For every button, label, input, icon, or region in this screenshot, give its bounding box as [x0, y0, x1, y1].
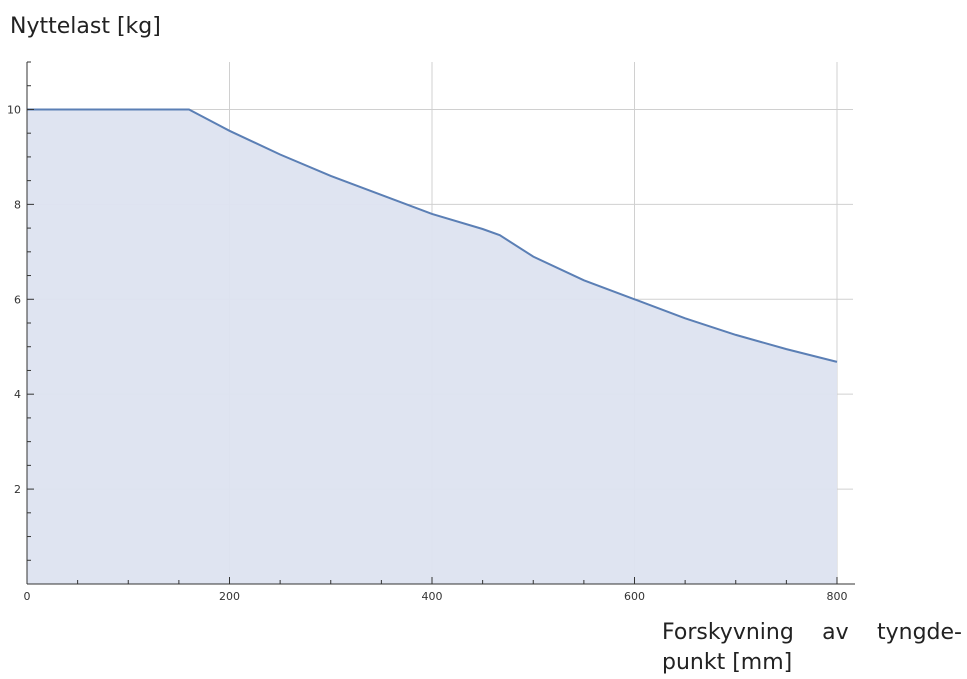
ticks: 0 200 400 600 800 2 4 6 8 10	[7, 61, 848, 603]
y-tick-label: 8	[14, 198, 21, 211]
y-tick-label: 6	[14, 293, 21, 306]
x-tick-label: 200	[219, 590, 240, 603]
y-tick-label: 2	[14, 483, 21, 496]
area-fill	[27, 109, 837, 584]
x-axis-label: Forskyvning av tyngde- punkt [mm]	[662, 620, 962, 675]
x-tick-label: 800	[827, 590, 848, 603]
x-tick-label: 600	[624, 590, 645, 603]
series-line	[27, 108, 838, 363]
y-axis-label: Nyttelast [kg]	[10, 14, 161, 39]
y-tick-label: 4	[14, 388, 21, 401]
y-tick-label: 10	[7, 103, 21, 116]
x-tick-label: 400	[422, 590, 443, 603]
x-tick-label: 0	[24, 590, 31, 603]
